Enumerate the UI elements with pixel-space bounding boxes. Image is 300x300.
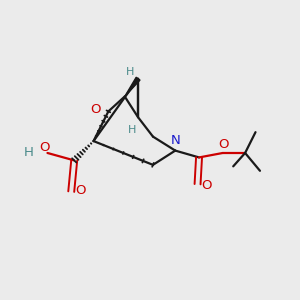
Text: O: O	[218, 138, 229, 151]
Text: N: N	[171, 134, 180, 147]
Polygon shape	[125, 77, 140, 97]
Text: H: H	[24, 146, 34, 159]
Text: H: H	[128, 125, 136, 135]
Text: O: O	[75, 184, 86, 196]
Text: O: O	[39, 141, 50, 154]
Text: O: O	[91, 103, 101, 116]
Text: H: H	[126, 67, 134, 77]
Text: O: O	[201, 179, 212, 192]
